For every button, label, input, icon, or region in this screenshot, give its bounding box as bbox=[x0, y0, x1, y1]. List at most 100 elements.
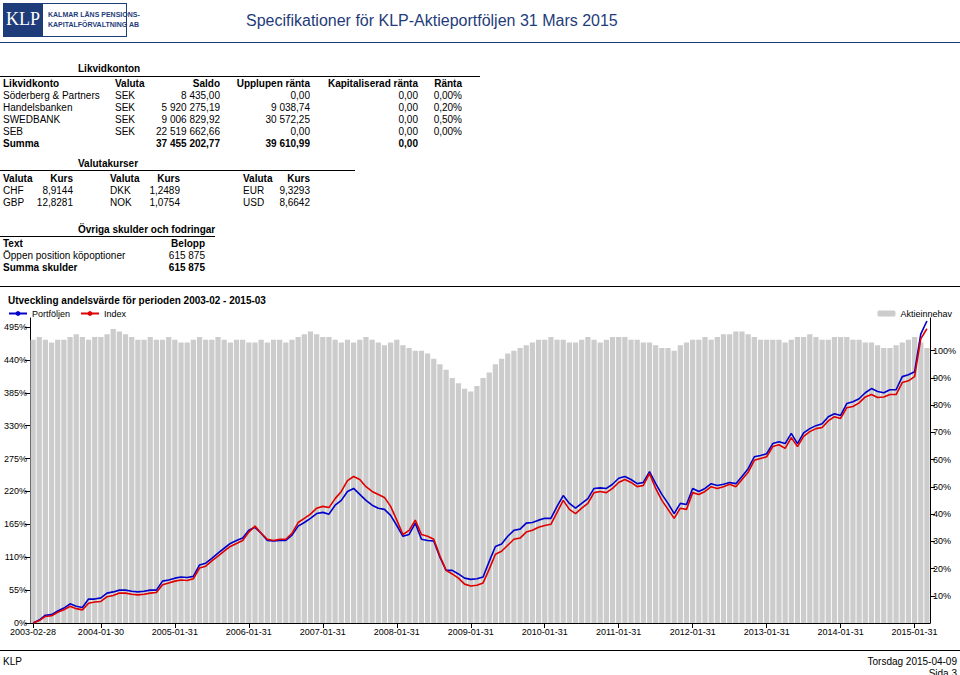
svg-text:40%: 40% bbox=[933, 509, 951, 519]
html-text:SEB: SEB bbox=[3, 126, 23, 137]
svg-text:495%: 495% bbox=[4, 322, 27, 332]
html-text:Övriga skulder och fodringar: Övriga skulder och fodringar bbox=[78, 224, 216, 235]
svg-text:90%: 90% bbox=[933, 373, 951, 383]
html-text:Valuta: Valuta bbox=[115, 78, 145, 89]
html-text:Specifikationer för KLP-Aktiep: Specifikationer för KLP-Aktieportföljen … bbox=[246, 12, 618, 29]
html-text:Ränta: Ränta bbox=[434, 78, 462, 89]
svg-text:110%: 110% bbox=[5, 552, 27, 562]
svg-text:2015-01-31: 2015-01-31 bbox=[892, 627, 938, 637]
html-text:22 519 662,66: 22 519 662,66 bbox=[156, 126, 220, 137]
svg-text:Utveckling andelsvärde för per: Utveckling andelsvärde för perioden 2003… bbox=[8, 295, 266, 306]
html-text:8,9144: 8,9144 bbox=[42, 185, 73, 196]
html-text:SEK: SEK bbox=[115, 90, 135, 101]
html-text:DKK: DKK bbox=[110, 185, 131, 196]
html-text:0,20%: 0,20% bbox=[433, 102, 462, 113]
html-text:0,00: 0,00 bbox=[290, 90, 310, 101]
html-text:30 572,25: 30 572,25 bbox=[265, 114, 310, 125]
svg-text:30%: 30% bbox=[933, 536, 951, 546]
html-text:8 435,00: 8 435,00 bbox=[181, 90, 220, 101]
svg-text:2014-01-31: 2014-01-31 bbox=[818, 627, 864, 637]
svg-text:2012-01-31: 2012-01-31 bbox=[670, 627, 716, 637]
html-text:SWEDBANK: SWEDBANK bbox=[3, 114, 61, 125]
html-text:Kurs: Kurs bbox=[50, 173, 73, 184]
html-text:0,00: 0,00 bbox=[398, 102, 418, 113]
html-text:12,8281: 12,8281 bbox=[36, 197, 73, 208]
html-text:615 875: 615 875 bbox=[168, 250, 205, 261]
html-text:615 875: 615 875 bbox=[168, 262, 205, 273]
html-text:Valuta: Valuta bbox=[243, 173, 273, 184]
svg-text:385%: 385% bbox=[4, 388, 27, 398]
svg-text:Portföljen: Portföljen bbox=[32, 309, 70, 319]
html-text:GBP: GBP bbox=[3, 197, 25, 208]
svg-text:165%: 165% bbox=[4, 519, 27, 529]
html-text:0,00%: 0,00% bbox=[433, 126, 462, 137]
html-text:SEK: SEK bbox=[115, 114, 135, 125]
html-text:KLP: KLP bbox=[3, 656, 22, 667]
svg-text:10%: 10% bbox=[933, 591, 951, 601]
svg-text:80%: 80% bbox=[933, 400, 951, 410]
svg-text:Aktieinnehav: Aktieinnehav bbox=[900, 309, 952, 319]
html-text:Handelsbanken: Handelsbanken bbox=[3, 102, 73, 113]
svg-text:100%: 100% bbox=[933, 346, 956, 356]
svg-text:70%: 70% bbox=[933, 427, 951, 437]
svg-text:220%: 220% bbox=[4, 486, 27, 496]
svg-text:2011-01-31: 2011-01-31 bbox=[596, 627, 641, 637]
html-text:SEK: SEK bbox=[115, 126, 135, 137]
html-text:EUR: EUR bbox=[243, 185, 265, 196]
html-text:Upplupen ränta: Upplupen ränta bbox=[236, 78, 310, 89]
html-text:1,0754: 1,0754 bbox=[149, 197, 180, 208]
html-text:8,6642: 8,6642 bbox=[279, 197, 310, 208]
html-text:Text: Text bbox=[3, 238, 23, 249]
html-text:Kurs: Kurs bbox=[287, 173, 310, 184]
svg-text:2013-01-31: 2013-01-31 bbox=[744, 627, 790, 637]
html-text:0,00: 0,00 bbox=[398, 138, 418, 149]
svg-text:2005-01-31: 2005-01-31 bbox=[152, 627, 198, 637]
html-text:0,00: 0,00 bbox=[398, 114, 418, 125]
svg-text:2004-01-30: 2004-01-30 bbox=[78, 627, 124, 637]
svg-text:2009-01-31: 2009-01-31 bbox=[448, 627, 494, 637]
html-text:0,00: 0,00 bbox=[290, 126, 310, 137]
html-text:Likvidkonton: Likvidkonton bbox=[78, 63, 141, 74]
svg-text:2010-01-31: 2010-01-31 bbox=[522, 627, 568, 637]
svg-text:50%: 50% bbox=[933, 482, 951, 492]
html-text:SEK: SEK bbox=[115, 102, 135, 113]
html-text:0,00: 0,00 bbox=[398, 126, 418, 137]
html-text:0,50%: 0,50% bbox=[433, 114, 462, 125]
html-text:Söderberg & Partners: Söderberg & Partners bbox=[3, 90, 100, 101]
svg-text:2008-01-31: 2008-01-31 bbox=[374, 627, 420, 637]
svg-text:20%: 20% bbox=[933, 564, 951, 574]
html-text:Valuta: Valuta bbox=[3, 173, 33, 184]
html-text:9 006 829,92: 9 006 829,92 bbox=[161, 114, 220, 125]
html-text:KLP: KLP bbox=[6, 9, 40, 29]
html-text:Kurs: Kurs bbox=[157, 173, 180, 184]
html-text:0,00: 0,00 bbox=[398, 90, 418, 101]
svg-text:2006-01-31: 2006-01-31 bbox=[226, 627, 272, 637]
html-text:CHF: CHF bbox=[3, 185, 24, 196]
html-text:Summa: Summa bbox=[3, 138, 40, 149]
html-text:5 920 275,19: 5 920 275,19 bbox=[161, 102, 220, 113]
svg-text:Index: Index bbox=[104, 309, 127, 319]
html-text:Saldo: Saldo bbox=[192, 78, 220, 89]
html-text:39 610,99: 39 610,99 bbox=[265, 138, 310, 149]
html-text:Valutakurser: Valutakurser bbox=[78, 158, 138, 169]
html-text:Likvidkonto: Likvidkonto bbox=[3, 78, 60, 89]
html-text:Valuta: Valuta bbox=[110, 173, 140, 184]
svg-text:60%: 60% bbox=[933, 455, 951, 465]
svg-text:440%: 440% bbox=[4, 355, 27, 365]
html-text:9 038,74: 9 038,74 bbox=[271, 102, 310, 113]
html-text:USD: USD bbox=[243, 197, 265, 208]
html-text:0,00%: 0,00% bbox=[433, 90, 462, 101]
html-text:Belopp: Belopp bbox=[171, 238, 205, 249]
html-text:37 455 202,77: 37 455 202,77 bbox=[156, 138, 220, 149]
html-text:Summa skulder: Summa skulder bbox=[3, 262, 78, 273]
html-text:9,3293: 9,3293 bbox=[279, 185, 310, 196]
html-text:Öppen position köpoptioner: Öppen position köpoptioner bbox=[3, 250, 126, 261]
html-text:1,2489: 1,2489 bbox=[149, 185, 180, 196]
svg-text:2007-01-31: 2007-01-31 bbox=[300, 627, 346, 637]
svg-text:2003-02-28: 2003-02-28 bbox=[10, 627, 56, 637]
svg-text:330%: 330% bbox=[4, 421, 27, 431]
svg-text:275%: 275% bbox=[4, 454, 27, 464]
svg-text:55%: 55% bbox=[9, 585, 27, 595]
html-text:NOK: NOK bbox=[110, 197, 132, 208]
html-text:Kapitaliserad ränta: Kapitaliserad ränta bbox=[328, 78, 418, 89]
